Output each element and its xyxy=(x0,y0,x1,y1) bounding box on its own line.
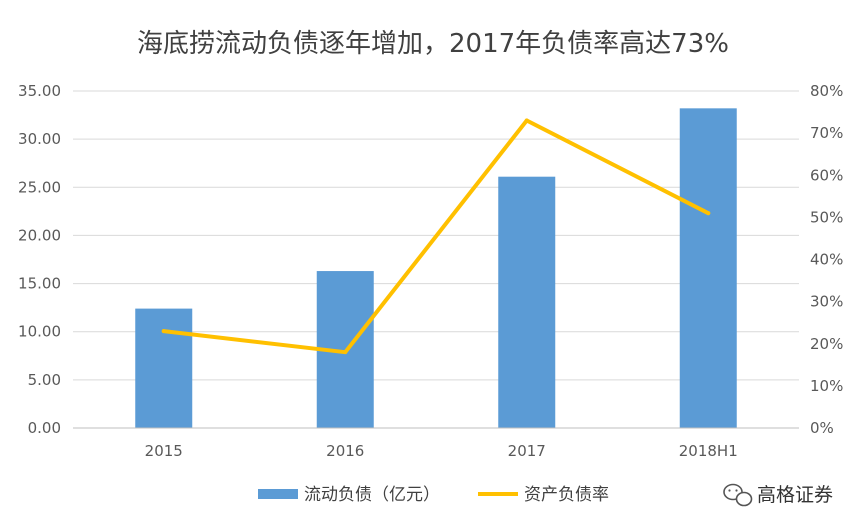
line-point xyxy=(524,118,529,123)
y-right-tick-label: 70% xyxy=(810,124,843,142)
bar xyxy=(135,308,193,428)
line-point xyxy=(706,211,711,216)
y-left-tick-label: 5.00 xyxy=(28,371,61,389)
grid-layer xyxy=(73,90,799,381)
line-point xyxy=(161,329,166,334)
wechat-icon xyxy=(723,483,753,507)
y-left-tick-label: 15.00 xyxy=(18,275,61,293)
y-left-tick-label: 10.00 xyxy=(18,323,61,341)
y-right-tick-label: 80% xyxy=(810,82,843,100)
y-right-tick-label: 40% xyxy=(810,251,843,269)
y-left-tick-label: 35.00 xyxy=(18,82,61,100)
watermark-text: 高格证券 xyxy=(757,484,833,506)
legend-label-bar: 流动负债（亿元） xyxy=(304,485,440,505)
y-left-tick-label: 25.00 xyxy=(18,178,61,196)
y-left-tick-label: 20.00 xyxy=(18,226,61,244)
legend-swatch-bar xyxy=(258,489,298,499)
bar xyxy=(679,108,737,429)
watermark: 高格证券 xyxy=(723,483,833,507)
y-left-tick-label: 30.00 xyxy=(18,130,61,148)
y-right-tick-label: 50% xyxy=(810,208,843,226)
x-tick-label: 2017 xyxy=(508,442,546,460)
line-series xyxy=(161,118,711,355)
bar xyxy=(498,176,556,428)
line-layer xyxy=(161,118,711,355)
legend-label-line: 资产负债率 xyxy=(524,485,609,505)
y-right-tick-label: 0% xyxy=(810,419,834,437)
bar-layer xyxy=(135,108,737,429)
axis-layer: 0.00 5.00 10.00 15.00 20.00 25.00 30.00 35.00 0%… xyxy=(18,82,843,460)
y-right-tick-label: 20% xyxy=(810,335,843,353)
y-right-tick-label: 30% xyxy=(810,293,843,311)
y-right-tick-label: 10% xyxy=(810,377,843,395)
line-point xyxy=(343,350,348,355)
y-right-tick-label: 60% xyxy=(810,166,843,184)
x-tick-label: 2016 xyxy=(326,442,364,460)
x-tick-label: 2015 xyxy=(145,442,183,460)
y-left-tick-label: 0.00 xyxy=(28,419,61,437)
x-tick-label: 2018H1 xyxy=(679,442,738,460)
legend: 流动负债（亿元） 资产负债率 xyxy=(258,485,609,505)
chart-title: 海底捞流动负债逐年增加，2017年负债率高达73% xyxy=(137,29,729,59)
